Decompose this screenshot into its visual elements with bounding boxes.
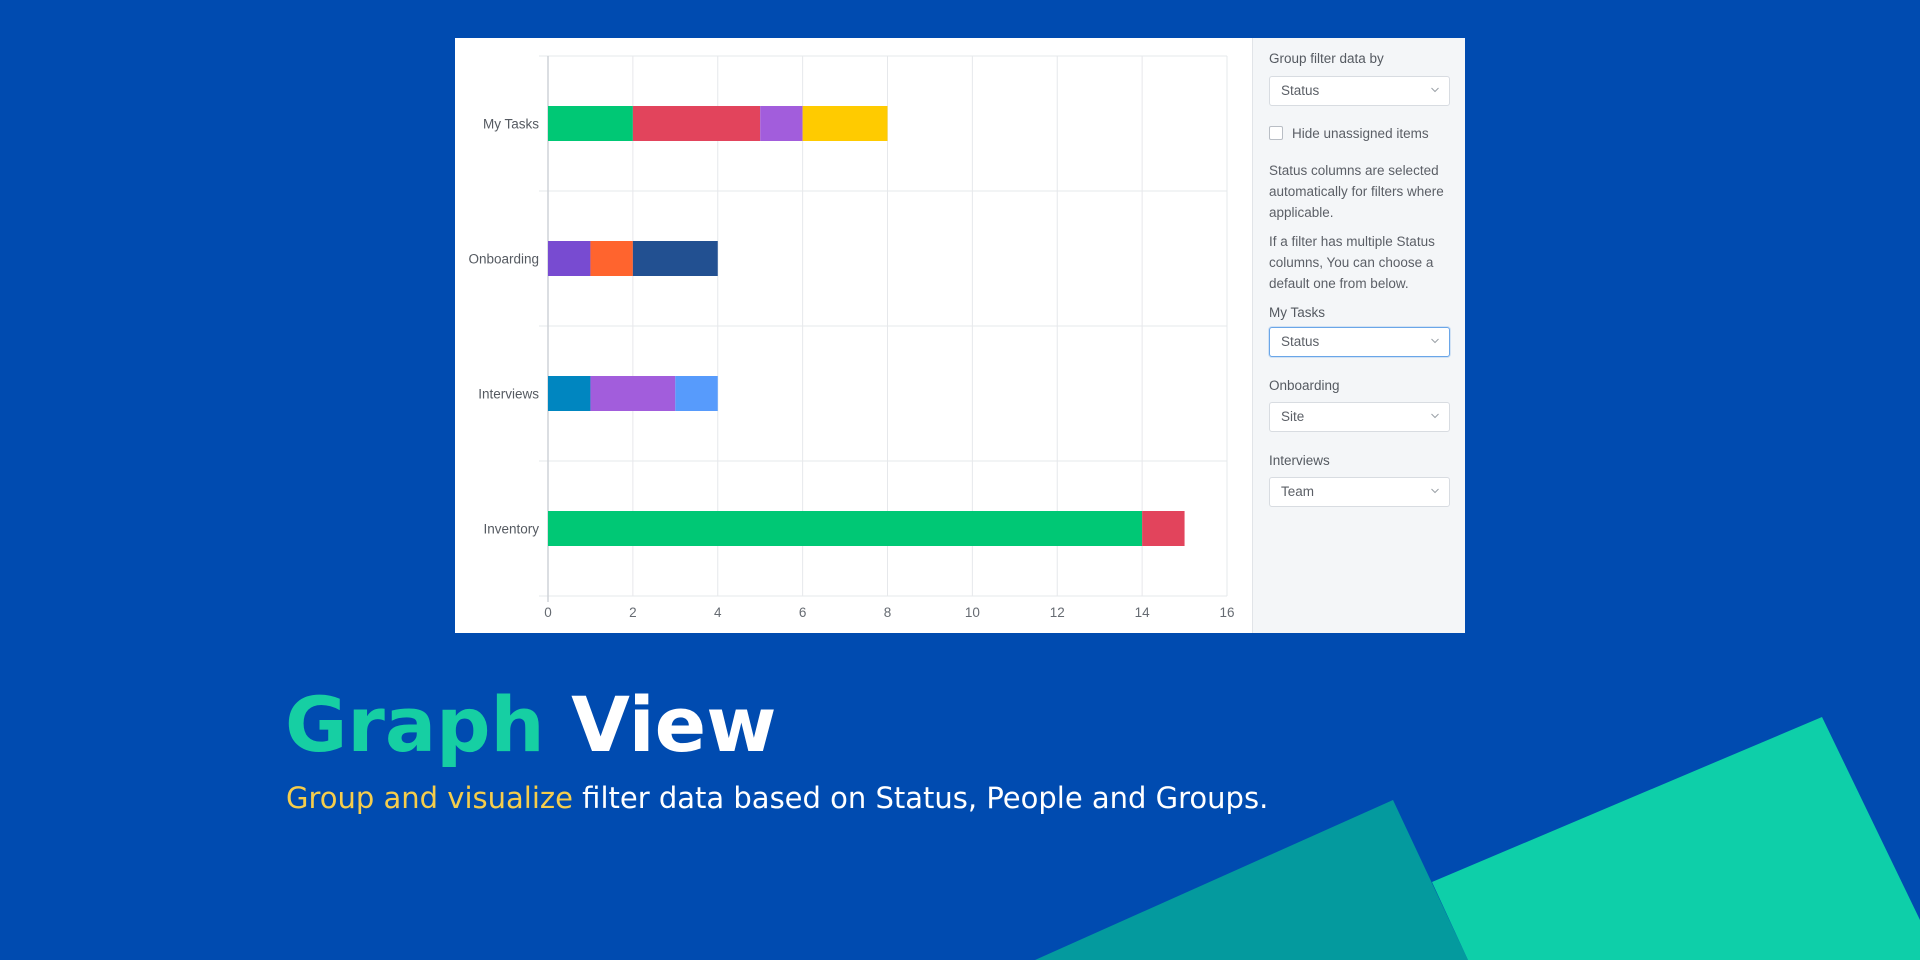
x-tick-label-0: 0 [544, 605, 552, 620]
chevron-down-icon [1431, 488, 1439, 494]
title-word-graph: Graph [285, 680, 545, 769]
interviews-column-select[interactable]: Team [1269, 477, 1450, 507]
chevron-down-icon [1431, 338, 1439, 344]
bar-segment-3-1 [1142, 511, 1185, 546]
bar-segment-0-1 [632, 106, 761, 141]
bar-segment-2-0 [548, 376, 591, 411]
my-tasks-select-value: Status [1281, 334, 1320, 349]
my-tasks-column-select[interactable]: Status [1269, 327, 1450, 357]
page-title: Graph View [285, 675, 776, 775]
bar-segment-0-0 [548, 106, 633, 141]
category-label-3: Inventory [483, 522, 539, 537]
bar-segment-1-2 [632, 241, 718, 276]
subtitle-highlight: Group and visualize [286, 781, 573, 815]
settings-panel: Group filter data by Status Hide unassig… [1252, 38, 1465, 633]
teal-shape-light [1432, 717, 1920, 960]
x-tick-label-6: 6 [799, 605, 807, 620]
category-label-0: My Tasks [483, 117, 539, 132]
subtitle: Group and visualize filter data based on… [286, 778, 1268, 818]
hide-unassigned-checkbox[interactable] [1269, 126, 1283, 140]
x-tick-label-4: 4 [714, 605, 722, 620]
filter-label-my-tasks: My Tasks [1269, 305, 1326, 320]
group-by-select-value: Status [1281, 83, 1320, 98]
bar-segment-0-2 [760, 106, 803, 141]
onboarding-select-value: Site [1281, 409, 1305, 424]
hide-unassigned-row[interactable]: Hide unassigned items [1269, 124, 1451, 142]
chevron-down-icon [1431, 413, 1439, 419]
stacked-bar-chart: 0 2 4 6 8 10 12 14 16 My Tasks Onboarding Interview… [468, 55, 1235, 620]
category-label-1: Onboarding [468, 252, 539, 267]
group-by-select[interactable]: Status [1269, 76, 1450, 106]
x-tick-label-12: 12 [1050, 605, 1065, 620]
filter-label-onboarding: Onboarding [1269, 378, 1340, 393]
onboarding-column-select[interactable]: Site [1269, 402, 1450, 432]
bar-segment-3-0 [548, 511, 1143, 546]
category-label-2: Interviews [478, 387, 539, 402]
group-filter-label: Group filter data by [1269, 51, 1384, 66]
x-tick-label-8: 8 [884, 605, 892, 620]
interviews-select-value: Team [1281, 484, 1315, 499]
chevron-down-icon [1431, 87, 1439, 93]
x-tick-label-14: 14 [1135, 605, 1151, 620]
bar-segment-1-1 [590, 241, 633, 276]
x-tick-label-10: 10 [965, 605, 980, 620]
x-tick-label-2: 2 [629, 605, 637, 620]
bar-segment-2-1 [590, 376, 676, 411]
hide-unassigned-label: Hide unassigned items [1292, 125, 1429, 141]
info-paragraph-2: If a filter has multiple Status columns,… [1269, 234, 1435, 291]
bar-segment-2-2 [675, 376, 718, 411]
x-tick-label-16: 16 [1219, 605, 1234, 620]
bar-segment-0-3 [802, 106, 888, 141]
bar-segment-1-0 [548, 241, 591, 276]
filter-label-interviews: Interviews [1269, 453, 1330, 468]
subtitle-rest: filter data based on Status, People and … [572, 781, 1269, 815]
info-paragraph-1: Status columns are selected automaticall… [1269, 163, 1444, 220]
graph-view-card: 0 2 4 6 8 10 12 14 16 My Tasks Onboarding Interview… [455, 38, 1465, 633]
teal-shape-dark [1035, 800, 1468, 960]
chart-area: 0 2 4 6 8 10 12 14 16 My Tasks Onboarding Interview… [455, 38, 1252, 633]
title-word-view: View [571, 680, 777, 769]
